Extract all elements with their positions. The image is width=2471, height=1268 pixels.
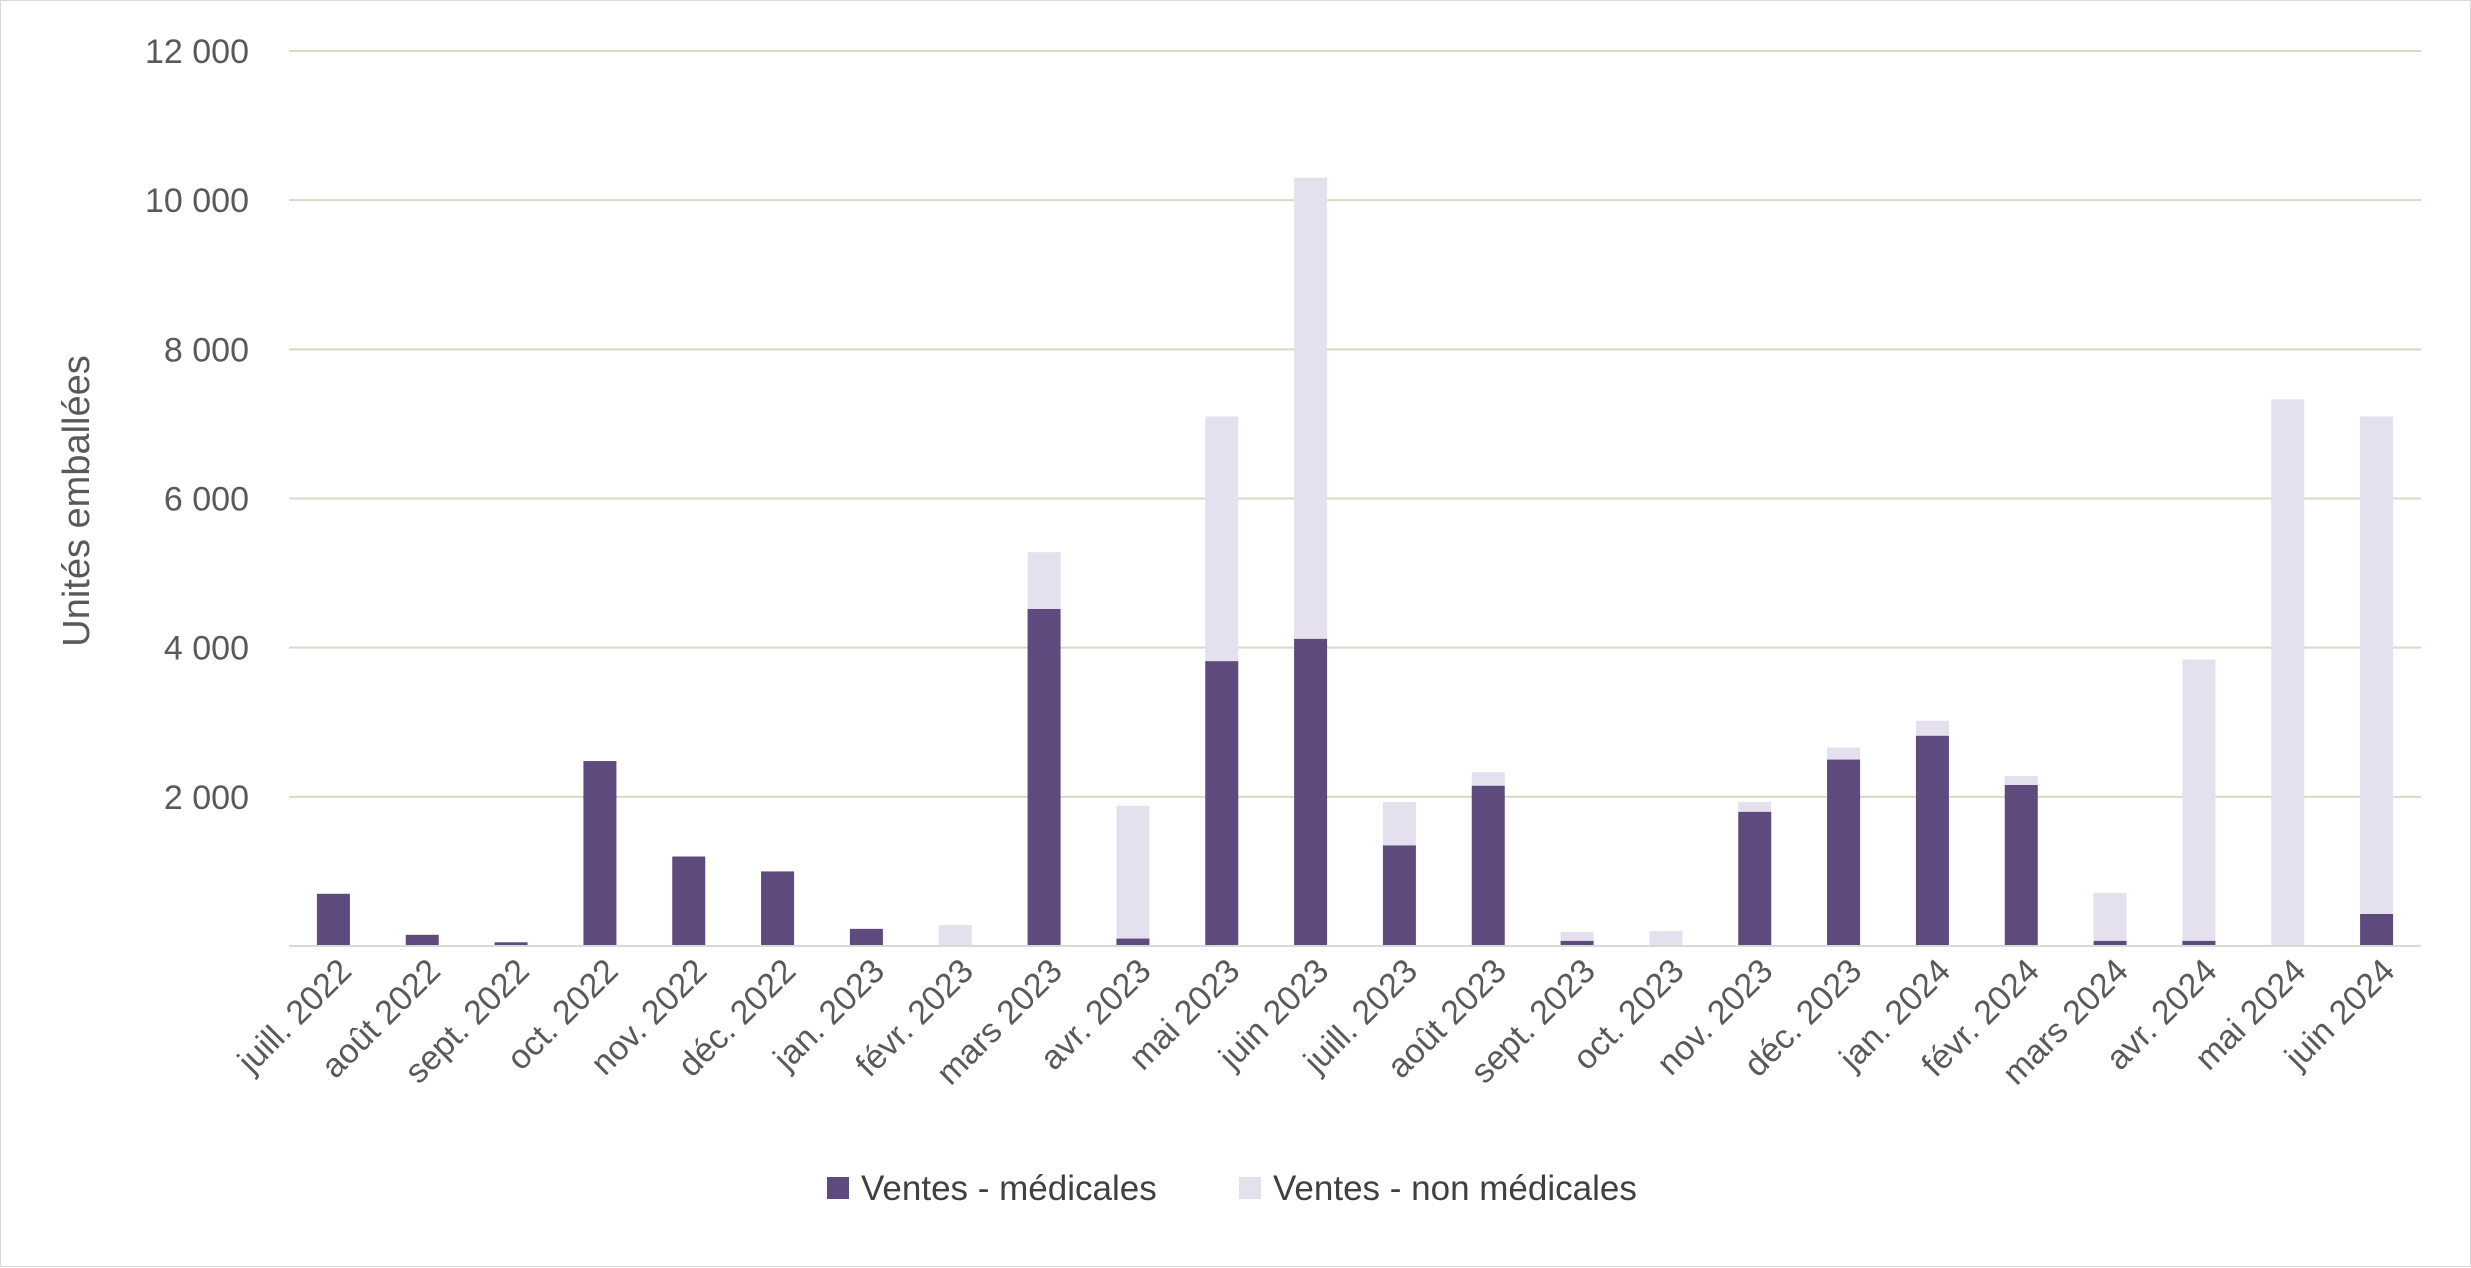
bar-non-medical [1827, 747, 1861, 760]
bar-non-medical [1382, 802, 1416, 846]
bar-medical [494, 942, 528, 946]
bar-medical [2004, 784, 2038, 946]
bar-non-medical [2271, 399, 2305, 946]
bar-medical [2093, 940, 2127, 946]
y-tick-label: 8 000 [164, 331, 249, 369]
bar-medical [761, 871, 795, 946]
bar-medical [1027, 608, 1061, 946]
bar-non-medical [1027, 552, 1061, 609]
bar-non-medical [938, 925, 972, 946]
bar-medical [2360, 913, 2394, 946]
bar-medical [2182, 940, 2216, 946]
y-tick-label: 4 000 [164, 630, 249, 668]
bar-non-medical [2004, 775, 2038, 785]
bar-medical [1560, 940, 1594, 946]
bar-medical [316, 893, 350, 946]
gridlines [289, 50, 2421, 798]
bar-medical [1915, 735, 1949, 946]
y-axis-title: Unités emballées [56, 355, 98, 646]
bar-medical [849, 928, 883, 946]
bar-medical [1827, 759, 1861, 946]
bar-non-medical [1649, 931, 1683, 946]
bar-medical [1116, 938, 1150, 946]
bar-non-medical [2182, 659, 2216, 941]
bar-non-medical [1116, 805, 1150, 939]
bar-medical [583, 761, 617, 946]
legend: Ventes - médicales Ventes - non médicales [827, 1169, 1637, 1208]
bar-medical [672, 856, 706, 946]
bar-medical [1205, 661, 1239, 946]
legend-label-medical: Ventes - médicales [861, 1169, 1157, 1208]
bar-medical [405, 934, 439, 946]
y-tick-label: 10 000 [145, 182, 249, 220]
bar-medical [1382, 845, 1416, 946]
legend-swatch-non-medical [1239, 1177, 1261, 1199]
y-tick-label: 6 000 [164, 481, 249, 519]
bar-non-medical [1915, 720, 1949, 736]
y-axis-ticks: 2 000 4 000 6 000 8 000 10 000 12 000 [145, 33, 249, 817]
legend-label-non-medical: Ventes - non médicales [1273, 1169, 1637, 1208]
y-tick-label: 2 000 [164, 779, 249, 817]
y-tick-label: 12 000 [145, 33, 249, 71]
bar-non-medical [1471, 772, 1505, 786]
bar-non-medical [2093, 893, 2127, 941]
bar-medical [1471, 785, 1505, 946]
bar-medical [1738, 811, 1772, 946]
bar-non-medical [1738, 802, 1772, 812]
bar-non-medical [1560, 931, 1594, 941]
bars [316, 177, 2394, 946]
bar-non-medical [2360, 416, 2394, 914]
legend-swatch-medical [827, 1177, 849, 1199]
bar-non-medical [1205, 416, 1239, 662]
bar-medical [1294, 638, 1328, 946]
bar-non-medical [1294, 177, 1328, 639]
